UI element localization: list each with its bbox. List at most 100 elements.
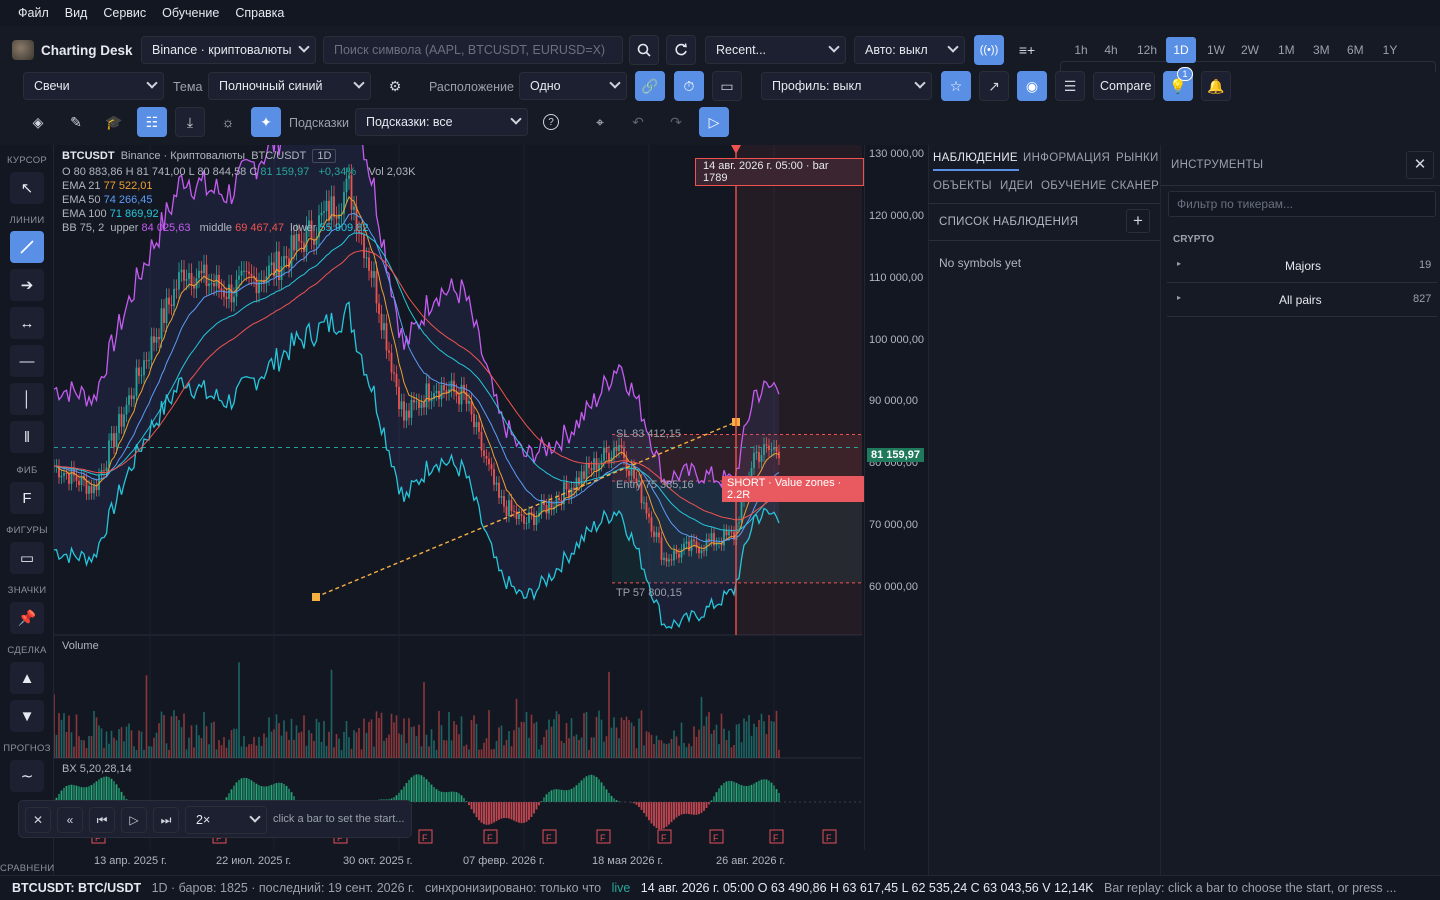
instrument-row-majors[interactable]: ▸ Majors 19 <box>1167 251 1437 283</box>
chart-button[interactable]: ↗ <box>979 71 1009 101</box>
menu-learning[interactable]: Обучение <box>162 6 220 20</box>
ticker-filter-input[interactable]: Фильтр по тикерам... <box>1168 191 1436 217</box>
timeframe-1D[interactable]: 1D <box>1166 37 1196 63</box>
timeframe-1Y[interactable]: 1Y <box>1382 43 1398 57</box>
fib-tool[interactable]: F <box>10 482 44 514</box>
vertical-line-tool[interactable]: │ <box>10 383 44 415</box>
tab-markets[interactable]: РЫНКИ <box>1116 152 1159 164</box>
forecast-tool[interactable]: ∼ <box>10 760 44 792</box>
layers-button[interactable]: ◈ <box>23 107 53 137</box>
trendline-tool[interactable] <box>10 231 44 263</box>
hints-select[interactable]: Подсказки: все <box>355 108 528 136</box>
bx-bar <box>615 800 618 802</box>
crosshair-button[interactable]: ⌖ <box>585 107 615 137</box>
short-position-tool[interactable]: ▼ <box>10 700 44 732</box>
help-button[interactable]: ? <box>536 107 566 137</box>
ray-tool[interactable]: ➔ <box>10 269 44 301</box>
instruments-title: ИНСТРУМЕНТЫ <box>1171 159 1264 171</box>
chart-type-select[interactable]: Свечи <box>23 72 164 100</box>
bx-bar <box>420 775 423 802</box>
volume-bar <box>210 722 213 758</box>
candle-body <box>453 380 455 392</box>
timeframe-6M[interactable]: 6M <box>1347 43 1364 57</box>
replay-rewind-button[interactable]: « <box>57 807 83 833</box>
alerts-button[interactable]: 🔔 <box>1201 71 1231 101</box>
volume-bar <box>565 723 568 758</box>
instrument-row-all-pairs[interactable]: ▸ All pairs 827 <box>1167 285 1437 317</box>
tab-learning[interactable]: ОБУЧЕНИЕ <box>1041 180 1107 192</box>
candle-body <box>750 468 753 479</box>
redo-button[interactable]: ↷ <box>661 107 691 137</box>
undo-button[interactable]: ↶ <box>623 107 653 137</box>
menu-service[interactable]: Сервис <box>103 6 147 20</box>
link-button[interactable]: 🔗 <box>635 71 665 101</box>
theme-select[interactable]: Полночный синий <box>208 72 371 100</box>
symbol-search-input[interactable]: Поиск символа (AAPL, BTCUSDT, EURUSD=X) <box>323 36 623 64</box>
timer-button[interactable]: ⏱ <box>674 71 704 101</box>
rectangle-tool[interactable]: ▭ <box>10 542 44 574</box>
recent-select[interactable]: Recent... <box>705 36 846 64</box>
tab-info[interactable]: ИНФОРМАЦИЯ <box>1023 152 1111 164</box>
chart-pane[interactable]: F F F F F F F F F F F BTCUSDT Binance · Криптовалю… <box>54 145 864 850</box>
menu-help[interactable]: Справка <box>235 6 285 20</box>
bx-bar <box>713 796 715 802</box>
replay-speed-select[interactable]: 2× <box>185 806 267 834</box>
timeframe-3M[interactable]: 3M <box>1313 43 1330 57</box>
replay-step-forward-button[interactable]: ⏭ <box>153 807 179 833</box>
live-broadcast-button[interactable]: ((•)) <box>974 35 1004 65</box>
edit-button[interactable]: ✎ <box>61 107 91 137</box>
refresh-button[interactable] <box>666 35 696 65</box>
volume-bar <box>398 733 400 758</box>
parallel-channel-tool[interactable]: ‖ <box>10 421 44 453</box>
timeframe-12h[interactable]: 12h <box>1137 43 1158 57</box>
learn-button[interactable]: 🎓 <box>99 107 129 137</box>
menu-view[interactable]: Вид <box>64 6 88 20</box>
candle-body <box>528 512 530 523</box>
list-view-button[interactable]: ☷ <box>137 107 167 137</box>
replay-step-back-button[interactable]: ⏮ <box>89 807 115 833</box>
long-position-tool[interactable]: ▲ <box>10 662 44 694</box>
add-symbol-button[interactable]: + <box>1126 209 1150 233</box>
horizontal-line-tool[interactable]: — <box>10 345 44 377</box>
timeframe-4h[interactable]: 4h <box>1104 43 1118 57</box>
watchlist-add-button[interactable]: ≡+ <box>1012 35 1042 65</box>
brightness-button[interactable]: ☼ <box>213 107 243 137</box>
bx-bar <box>568 789 570 802</box>
auto-select[interactable]: Авто: выкл <box>854 36 965 64</box>
timeframe-1h[interactable]: 1h <box>1074 43 1088 57</box>
replay-button[interactable]: ▷ <box>699 107 729 137</box>
candle-body <box>370 270 373 278</box>
screen-button[interactable]: ▭ <box>712 71 742 101</box>
tab-scanner[interactable]: СКАНЕР <box>1111 180 1160 192</box>
replay-close-button[interactable]: ✕ <box>25 807 51 833</box>
volume-bar <box>128 723 130 758</box>
hints-toggle-button[interactable]: ✦ <box>251 107 281 137</box>
tab-objects[interactable]: ОБЪЕКТЫ <box>933 180 992 192</box>
timeframe-1M[interactable]: 1M <box>1278 43 1295 57</box>
download-button[interactable]: ⤓ <box>175 107 205 137</box>
favorite-button[interactable]: ☆ <box>941 71 971 101</box>
price-axis[interactable]: 130 000,00 120 000,00 110 000,00 100 000… <box>864 145 928 850</box>
menu-file[interactable]: Файл <box>18 6 49 20</box>
instruments-close-button[interactable]: ✕ <box>1406 151 1434 179</box>
refresh-icon <box>675 43 687 56</box>
search-button[interactable] <box>629 35 659 65</box>
tab-watch[interactable]: НАБЛЮДЕНИЕ <box>933 152 1018 164</box>
time-axis[interactable]: 13 апр. 2025 г. 22 июл. 2025 г. 30 окт. … <box>54 850 864 875</box>
volume-bar <box>88 735 90 758</box>
compare-button[interactable]: Compare <box>1093 72 1155 100</box>
extended-line-tool[interactable]: ↔ <box>10 307 44 339</box>
tab-ideas[interactable]: ИДЕИ <box>1000 180 1034 192</box>
exchange-select[interactable]: Binance · криптовалюты <box>141 36 316 64</box>
marker-tool[interactable]: 📌 <box>10 602 44 634</box>
cursor-tool[interactable]: ↖ <box>10 172 44 204</box>
watch-button[interactable]: ◉ <box>1017 71 1047 101</box>
timeframe-1W[interactable]: 1W <box>1207 43 1225 57</box>
timeframe-2W[interactable]: 2W <box>1241 43 1259 57</box>
replay-play-button[interactable]: ▷ <box>121 807 147 833</box>
notes-button[interactable]: ☰ <box>1055 71 1085 101</box>
profile-select[interactable]: Профиль: выкл <box>761 72 932 100</box>
layout-select[interactable]: Одно <box>519 72 627 100</box>
theme-settings-button[interactable]: ⚙ <box>380 71 410 101</box>
